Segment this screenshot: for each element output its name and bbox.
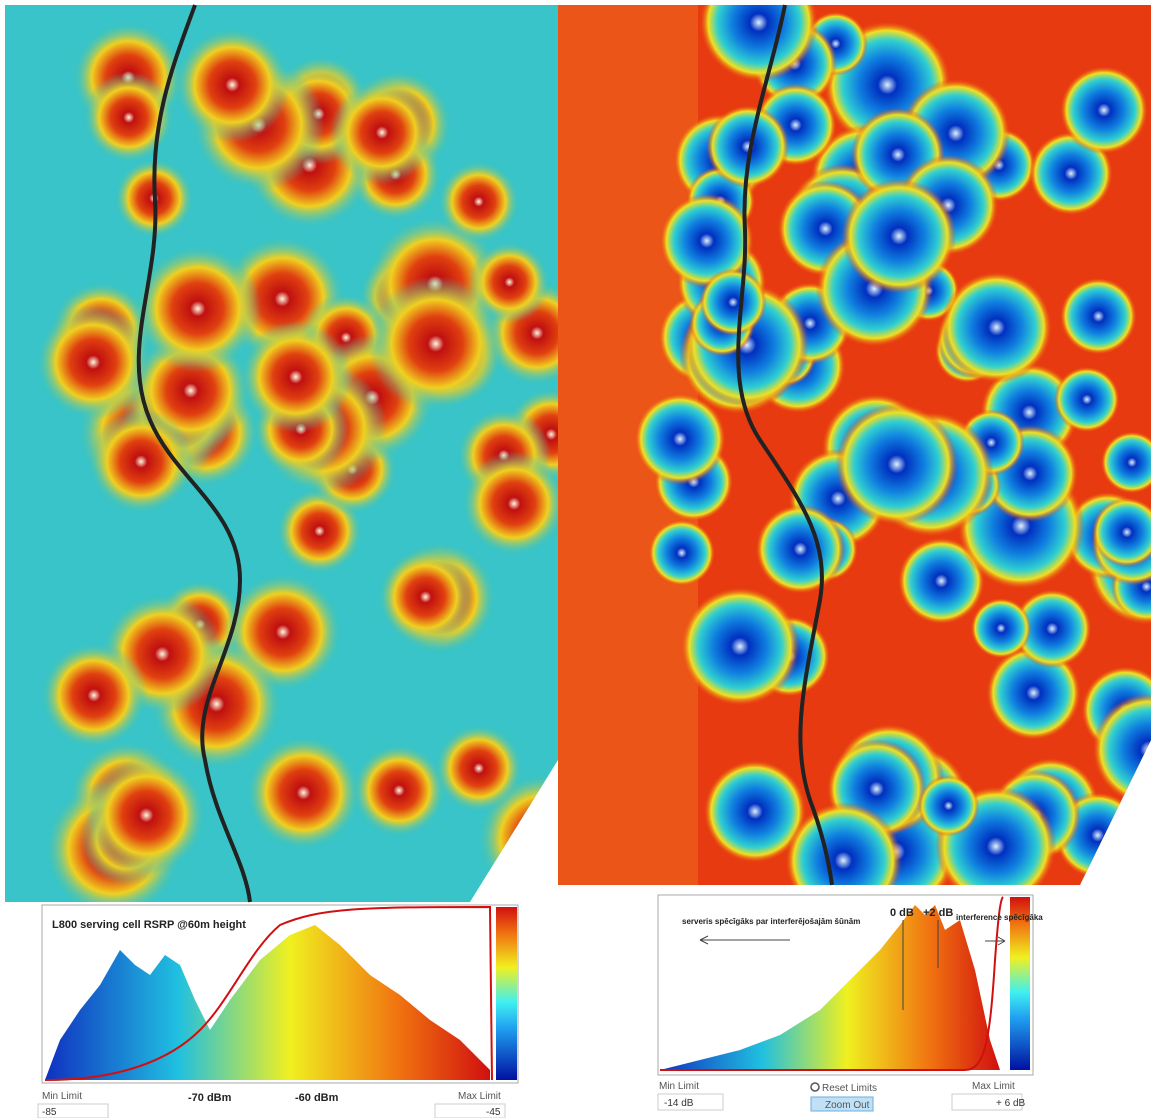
- annotation: interference spēcīgāka: [956, 913, 1043, 922]
- cell-site: [86, 755, 206, 875]
- interference-map: [558, 0, 1151, 919]
- cell-site: [377, 549, 473, 645]
- min-limit-value: -14 dB: [664, 1098, 694, 1109]
- cell-site: [174, 27, 290, 143]
- max-limit-label: Max Limit: [458, 1091, 501, 1102]
- axis-label: -70 dBm: [188, 1092, 232, 1104]
- rsrp-map: [5, 5, 609, 918]
- cell-site: [438, 161, 520, 243]
- screenshot: L800 serving cell RSRP @60m height -70 d…: [0, 0, 1151, 1118]
- cell-site: [40, 642, 147, 749]
- cell-site: [330, 80, 434, 184]
- cell-site: [461, 451, 566, 556]
- reset-button[interactable]: Reset Limits: [822, 1083, 877, 1094]
- cell-site: [941, 271, 1053, 383]
- cell-site: [246, 735, 361, 850]
- cell-site: [842, 179, 957, 294]
- cell-site: [352, 744, 446, 838]
- reset-icon[interactable]: [811, 1083, 819, 1091]
- cell-site: [648, 519, 715, 586]
- max-limit-value: + 6 dB: [996, 1098, 1026, 1109]
- cell-site: [1060, 66, 1148, 154]
- cell-site: [434, 724, 523, 813]
- cell-site: [36, 305, 151, 420]
- cell-site: [755, 504, 845, 594]
- color-bar: [1010, 897, 1030, 1070]
- cell-site: [680, 587, 800, 707]
- cell-site: [836, 403, 958, 525]
- min-limit-value: -85: [42, 1107, 57, 1118]
- cell-site: [240, 321, 352, 433]
- cell-site: [918, 775, 979, 836]
- cell-site: [1060, 278, 1137, 355]
- color-bar: [496, 907, 517, 1080]
- zoom-out-label: Zoom Out: [825, 1100, 870, 1111]
- axis-label: -60 dBm: [295, 1092, 339, 1104]
- cell-site: [634, 393, 726, 485]
- marker-label: +2 dB: [923, 907, 953, 919]
- max-limit-label: Max Limit: [972, 1081, 1015, 1092]
- annotation: serveris spēcīgāks par interferējošajām …: [682, 917, 860, 926]
- min-limit-label: Min Limit: [42, 1091, 82, 1102]
- min-limit-label: Min Limit: [659, 1081, 699, 1092]
- cell-site: [700, 269, 767, 336]
- marker-label: 0 dB: [890, 907, 914, 919]
- cell-site: [971, 598, 1032, 659]
- cell-site: [1054, 366, 1120, 432]
- page: {"left_panel": {"title": "L800 serving c…: [0, 0, 1151, 1118]
- max-limit-value: -45: [486, 1107, 501, 1118]
- cell-site: [368, 276, 504, 412]
- histogram-title: L800 serving cell RSRP @60m height: [52, 919, 246, 931]
